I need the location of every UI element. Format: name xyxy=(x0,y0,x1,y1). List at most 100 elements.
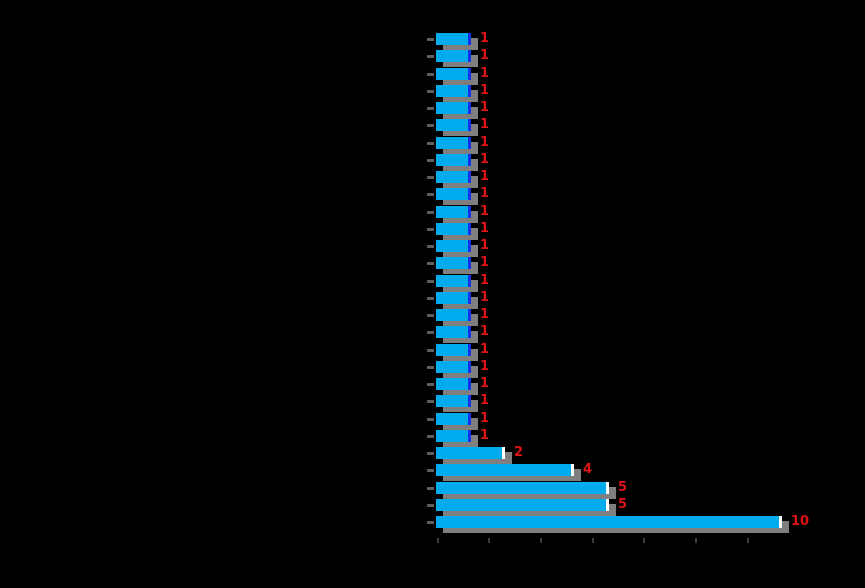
bar-row: 1 xyxy=(436,100,531,120)
bar xyxy=(436,136,471,149)
y-tick-mark xyxy=(427,486,434,490)
y-tick-mark xyxy=(427,262,434,266)
bar-value-label: 5 xyxy=(618,496,628,512)
y-tick-mark xyxy=(427,38,434,41)
bar xyxy=(436,481,609,494)
bar-row: 1 xyxy=(436,393,531,413)
bar-value-label: 10 xyxy=(791,514,810,529)
x-tick-mark xyxy=(540,538,542,543)
bar-value-label: 5 xyxy=(618,479,628,495)
bar xyxy=(436,50,471,63)
bar xyxy=(436,188,471,201)
y-tick-mark xyxy=(427,314,434,317)
y-tick-mark xyxy=(427,365,434,369)
bar-row: 10 xyxy=(436,514,842,534)
bar-value-label: 1 xyxy=(480,31,490,46)
bar-value-label: 1 xyxy=(480,117,490,133)
bar-value-label: 1 xyxy=(480,358,490,374)
bar xyxy=(436,291,471,304)
bar-value-label: 1 xyxy=(480,410,490,426)
bar-value-label: 1 xyxy=(480,289,490,305)
bar xyxy=(436,222,471,235)
bar xyxy=(436,516,782,528)
bar-value-label: 1 xyxy=(480,376,490,391)
bar-value-label: 1 xyxy=(480,151,490,167)
bar xyxy=(436,309,471,321)
bar xyxy=(436,429,471,442)
bar-row: 2 xyxy=(436,445,565,465)
bar xyxy=(436,205,471,218)
bar-row: 1 xyxy=(436,342,531,362)
x-tick-mark xyxy=(643,538,645,543)
y-tick-mark xyxy=(427,383,434,386)
bar-row: 5 xyxy=(436,496,669,517)
bar xyxy=(436,274,471,287)
bar-value-label: 1 xyxy=(480,272,490,288)
bar-value-label: 1 xyxy=(480,100,490,115)
bar xyxy=(436,464,574,477)
y-tick-mark xyxy=(427,227,434,231)
bar xyxy=(436,119,471,132)
bar-row: 1 xyxy=(436,358,531,379)
bar-value-label: 4 xyxy=(583,462,593,478)
bar-row: 1 xyxy=(436,151,531,172)
bar xyxy=(436,33,471,45)
bar-row: 1 xyxy=(436,117,531,137)
y-tick-mark xyxy=(427,331,434,335)
x-tick-mark xyxy=(437,538,439,543)
y-tick-mark xyxy=(427,176,434,179)
bar-row: 1 xyxy=(436,289,531,310)
bar xyxy=(436,447,505,459)
bar-row: 1 xyxy=(436,220,531,241)
y-tick-mark xyxy=(427,296,434,300)
bar-value-label: 1 xyxy=(480,393,490,409)
bar-row: 4 xyxy=(436,462,634,482)
y-tick-mark xyxy=(427,417,434,421)
bar-value-label: 1 xyxy=(480,238,490,253)
bar xyxy=(436,326,471,339)
bar xyxy=(436,360,471,373)
bar-value-label: 2 xyxy=(514,445,524,460)
bar-row: 1 xyxy=(436,31,531,51)
y-tick-mark xyxy=(427,245,434,248)
bar xyxy=(436,498,609,511)
y-tick-mark xyxy=(427,348,434,352)
bar-row: 1 xyxy=(436,170,531,189)
bar xyxy=(436,343,471,356)
bar-value-label: 1 xyxy=(480,324,490,340)
y-tick-mark xyxy=(427,279,434,283)
bar-row: 1 xyxy=(436,308,531,327)
bar xyxy=(436,171,471,183)
bar-row: 1 xyxy=(436,324,531,344)
y-tick-mark xyxy=(427,210,434,214)
x-tick-mark xyxy=(747,538,749,543)
bar-row: 1 xyxy=(436,238,531,258)
y-tick-mark xyxy=(427,55,434,59)
plot-area: 1 1 1 1 1 1 1 1 1 1 1 1 1 1 1 1 1 1 1 1 1 1 1 1 2 4 5 5 10 xyxy=(427,0,865,588)
bar-value-label: 1 xyxy=(480,427,490,443)
y-tick-mark xyxy=(427,503,434,507)
bar-row: 5 xyxy=(436,479,669,500)
bar-row: 1 xyxy=(436,83,531,103)
bar xyxy=(436,84,471,97)
bar-row: 1 xyxy=(436,427,531,448)
y-tick-mark xyxy=(427,521,434,524)
x-tick-mark xyxy=(592,538,594,543)
x-tick-mark xyxy=(695,538,697,543)
bar-row: 1 xyxy=(436,410,531,431)
bar-value-label: 1 xyxy=(480,255,490,271)
x-tick-mark xyxy=(488,538,490,543)
bar-row: 1 xyxy=(436,66,531,86)
bar-row: 1 xyxy=(436,48,531,68)
bar-value-label: 1 xyxy=(480,134,490,150)
y-tick-mark xyxy=(427,193,434,197)
bar-row: 1 xyxy=(436,376,531,396)
bar-value-label: 1 xyxy=(480,48,490,64)
bar-value-label: 1 xyxy=(480,203,490,219)
bar xyxy=(436,102,471,114)
bar-row: 1 xyxy=(436,134,531,155)
bar-row: 1 xyxy=(436,255,531,275)
bar-value-label: 1 xyxy=(480,220,490,236)
y-tick-mark xyxy=(427,434,434,438)
